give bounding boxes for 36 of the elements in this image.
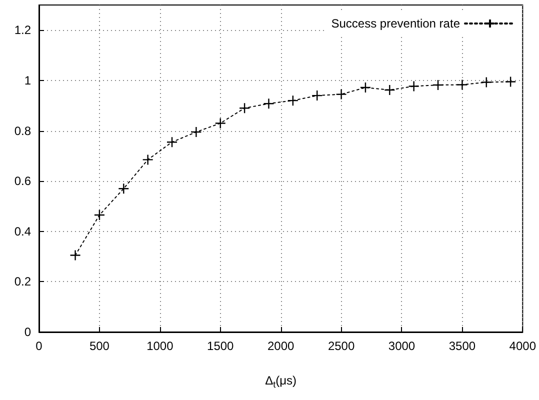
y-tick-label: 0 xyxy=(24,325,32,339)
point xyxy=(118,183,130,194)
x-tick-label: 1500 xyxy=(207,339,234,353)
x-tick-label: 2000 xyxy=(267,339,294,353)
point xyxy=(142,154,154,166)
x-tick-label: 0 xyxy=(36,339,43,353)
y-tick-label: 1 xyxy=(24,73,32,88)
x-tick-label: 3000 xyxy=(388,339,416,353)
point xyxy=(287,94,299,106)
point xyxy=(214,118,226,129)
point xyxy=(166,136,178,148)
point xyxy=(480,76,492,88)
point xyxy=(408,80,420,92)
y-tick-label: 0.2 xyxy=(14,274,32,289)
point xyxy=(263,98,274,110)
x-tick-label: 4000 xyxy=(509,339,536,353)
point xyxy=(238,102,250,114)
legend-label: Success prevention rate xyxy=(331,16,460,30)
point xyxy=(456,79,468,90)
x-tick-label: 2500 xyxy=(328,339,355,353)
point xyxy=(336,88,347,100)
x-tick-label: 1000 xyxy=(146,339,174,353)
point xyxy=(312,90,323,102)
y-tick-label: 1.2 xyxy=(14,23,32,38)
point xyxy=(432,79,444,91)
y-tick-label: 0.4 xyxy=(14,224,32,238)
x-tick-label: 3500 xyxy=(448,339,476,353)
point xyxy=(190,126,202,138)
x-tick-label: 500 xyxy=(89,339,110,353)
point xyxy=(504,76,516,88)
point xyxy=(70,250,81,261)
y-tick-label: 0.6 xyxy=(14,174,32,188)
point xyxy=(360,82,372,94)
y-tick-label: 0.8 xyxy=(14,124,32,138)
point xyxy=(94,209,106,221)
point xyxy=(384,84,396,96)
